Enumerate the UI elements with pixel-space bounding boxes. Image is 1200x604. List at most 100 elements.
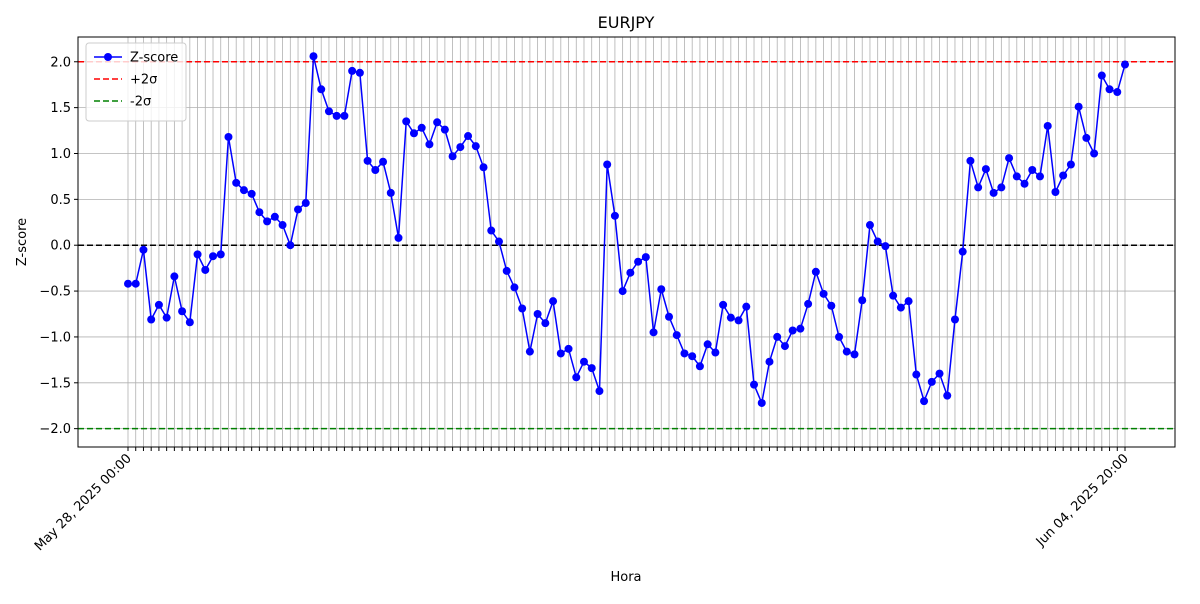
- data-point: [332, 111, 341, 120]
- data-point: [1105, 85, 1114, 94]
- data-point: [703, 340, 712, 349]
- y-tick-label: 0.0: [50, 239, 71, 254]
- data-point: [479, 163, 488, 172]
- data-point: [974, 183, 983, 192]
- data-point: [541, 319, 550, 328]
- data-point: [865, 221, 874, 230]
- series-line: [128, 56, 1126, 406]
- y-tick-label: 0.5: [50, 193, 71, 208]
- data-point: [263, 217, 272, 226]
- legend-marker: [104, 53, 112, 61]
- data-point: [402, 117, 411, 126]
- data-point: [440, 125, 449, 134]
- data-point: [641, 253, 650, 262]
- data-point: [726, 313, 735, 322]
- data-point: [247, 189, 256, 198]
- y-tick-label: 1.0: [50, 147, 71, 162]
- x-tick-label: May 28, 2025 00:00: [32, 451, 135, 554]
- data-point: [510, 283, 519, 292]
- data-point: [371, 165, 380, 174]
- y-tick-label: −2.0: [39, 422, 71, 437]
- data-point: [981, 165, 990, 174]
- data-point: [626, 268, 635, 277]
- chart-title: EURJPY: [598, 13, 655, 32]
- data-point: [1097, 71, 1106, 80]
- data-point: [958, 247, 967, 256]
- data-point: [502, 266, 511, 275]
- data-point: [595, 387, 604, 396]
- data-point: [1051, 188, 1060, 197]
- x-axis-label: Hora: [610, 570, 641, 585]
- data-point: [858, 296, 867, 305]
- data-point: [309, 52, 318, 61]
- data-point: [1020, 179, 1029, 188]
- data-point: [409, 129, 418, 138]
- data-point: [757, 398, 766, 407]
- data-point: [788, 326, 797, 335]
- data-point: [379, 157, 388, 166]
- data-point: [695, 362, 704, 371]
- data-point: [634, 257, 643, 266]
- data-point: [317, 85, 326, 94]
- data-point: [1005, 154, 1014, 163]
- data-point: [209, 252, 218, 261]
- data-point: [124, 279, 132, 288]
- data-point: [610, 211, 619, 220]
- data-point: [394, 233, 403, 242]
- data-point: [340, 111, 349, 120]
- data-point: [556, 349, 565, 358]
- data-point: [471, 142, 480, 151]
- y-tick-label: 1.5: [50, 101, 71, 116]
- data-point: [734, 316, 743, 325]
- data-point: [456, 143, 465, 152]
- data-point: [649, 328, 658, 337]
- data-point: [711, 348, 720, 357]
- data-point: [765, 357, 774, 366]
- data-point: [587, 364, 596, 373]
- data-point: [904, 297, 913, 306]
- data-point: [989, 188, 998, 197]
- data-point: [255, 208, 264, 217]
- data-point: [139, 245, 148, 254]
- data-point: [1012, 172, 1021, 181]
- data-point: [131, 279, 140, 288]
- data-point: [270, 212, 279, 221]
- data-point: [518, 304, 527, 313]
- data-point: [363, 156, 372, 165]
- data-point: [448, 152, 457, 161]
- data-point: [1113, 88, 1122, 97]
- data-point: [742, 302, 751, 311]
- data-point: [201, 265, 210, 274]
- y-tick-label: −1.0: [39, 330, 71, 345]
- data-point: [487, 226, 496, 235]
- data-point: [170, 272, 179, 281]
- data-point: [1059, 171, 1068, 180]
- data-point: [966, 156, 975, 165]
- data-point: [842, 347, 851, 356]
- legend-label: +2σ: [130, 73, 157, 88]
- data-point: [618, 287, 627, 296]
- legend-label: -2σ: [130, 95, 151, 110]
- data-point: [579, 357, 588, 366]
- data-point: [796, 324, 805, 333]
- data-point: [889, 291, 898, 300]
- data-point: [603, 160, 612, 169]
- data-point: [278, 221, 287, 230]
- data-point: [1035, 172, 1044, 181]
- data-point: [572, 373, 581, 382]
- data-point: [232, 178, 241, 187]
- data-point: [873, 237, 882, 246]
- data-point: [1082, 133, 1091, 142]
- data-point: [216, 250, 225, 259]
- data-point: [324, 107, 333, 116]
- data-point: [1090, 149, 1099, 158]
- data-point: [927, 377, 936, 386]
- data-point: [549, 297, 558, 306]
- data-point: [425, 140, 434, 149]
- data-point: [773, 332, 782, 341]
- data-point: [943, 391, 952, 400]
- data-point: [819, 289, 828, 298]
- data-point: [688, 352, 697, 361]
- data-point: [464, 132, 473, 141]
